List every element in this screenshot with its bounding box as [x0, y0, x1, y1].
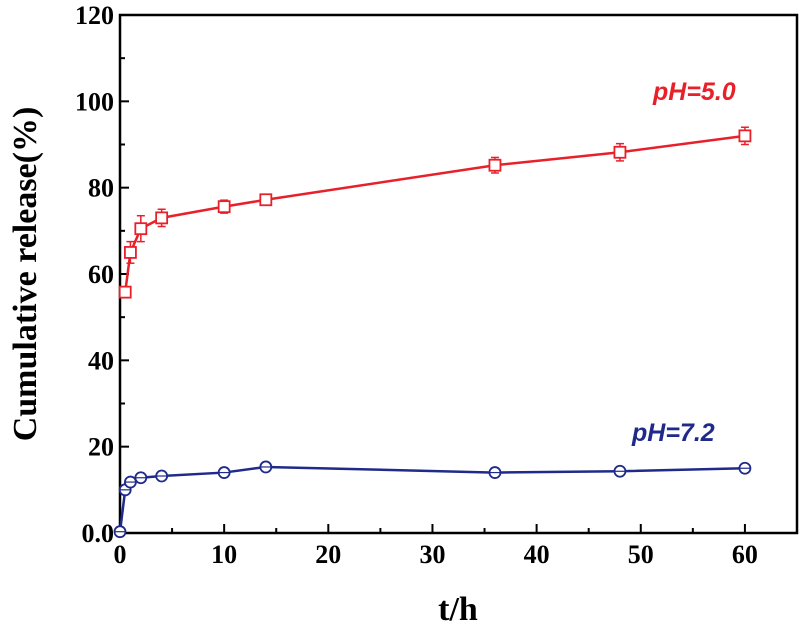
data-point-square	[118, 285, 132, 299]
axis-tick-labels: 0 10 20 30 40 50 60 0.0 20 40 60 80 100 120	[75, 1, 758, 569]
data-point-square	[217, 200, 231, 214]
data-point-square	[155, 211, 169, 225]
y-tick-label: 20	[88, 433, 114, 462]
data-point-square	[488, 158, 502, 172]
x-tick-label: 0	[114, 540, 127, 569]
x-tick-label: 60	[732, 540, 758, 569]
x-tick-label: 30	[419, 540, 445, 569]
x-axis-title: t/h	[438, 591, 478, 628]
series-layer	[113, 126, 752, 539]
x-tick-label: 10	[211, 540, 237, 569]
series-line	[123, 134, 746, 293]
series-line	[118, 465, 745, 532]
y-tick-label: 100	[75, 87, 114, 116]
x-tick-label: 40	[524, 540, 550, 569]
data-point-square	[738, 129, 752, 143]
y-tick-label: 60	[88, 260, 114, 289]
axis-ticks	[119, 14, 746, 534]
y-axis-title: Cumulative release(%)	[7, 107, 44, 442]
series-ph-7	[113, 460, 752, 539]
series-label-ph-5: pH=5.0	[652, 78, 736, 106]
x-tick-label: 20	[315, 540, 341, 569]
series-label-ph-7: pH=7.2	[631, 419, 715, 447]
data-point-square	[134, 222, 148, 236]
x-tick-label: 50	[628, 540, 654, 569]
data-point-square	[124, 246, 137, 259]
series-ph-5	[118, 126, 752, 299]
y-tick-label: 80	[88, 174, 114, 203]
data-point-square	[613, 145, 627, 159]
y-tick-label: 40	[88, 346, 114, 375]
data-point-square	[259, 193, 273, 207]
y-tick-label: 0.0	[82, 519, 115, 548]
y-tick-label: 120	[75, 1, 114, 30]
